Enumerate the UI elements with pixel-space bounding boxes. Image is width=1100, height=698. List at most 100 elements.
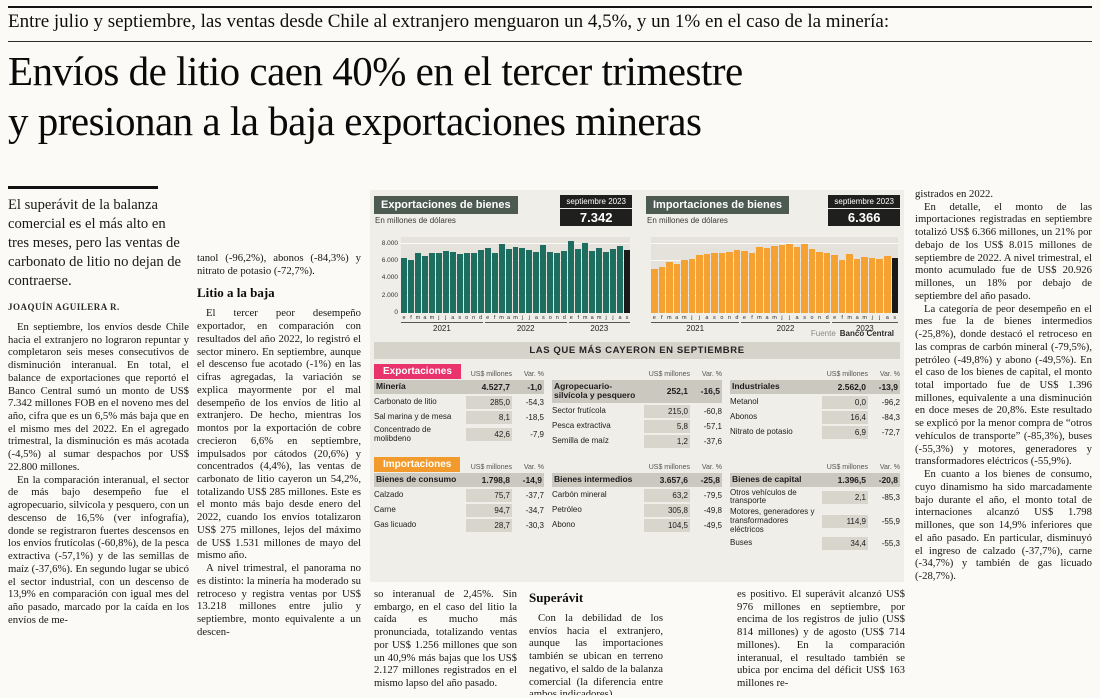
- table-row: Petróleo 305,8 -49,8: [552, 503, 722, 517]
- month-letter: f: [577, 315, 579, 321]
- year-labels: 2021 2022 2023: [401, 322, 630, 333]
- table-row: Nitrato de potasio 6,9 -72,7: [730, 426, 900, 439]
- bars: [401, 237, 630, 313]
- bar: [868, 257, 876, 313]
- bar: [610, 249, 617, 313]
- headline: Envíos de litio caen 40% en el tercer tr…: [8, 46, 1092, 146]
- bar: [456, 254, 463, 313]
- bar: [505, 249, 512, 313]
- bar: [816, 251, 823, 313]
- month-letter: a: [534, 315, 538, 321]
- month-letter: e: [402, 315, 406, 321]
- kicker: Entre julio y septiembre, las ventas des…: [8, 11, 890, 32]
- paragraph: Con la debilidad de los envíos hacia el …: [529, 612, 663, 695]
- y-tick-label: 0: [394, 309, 398, 316]
- paragraph: En cuanto a los bienes de consumo, cuyo …: [915, 468, 1092, 583]
- month-letter: o: [720, 315, 724, 321]
- exports-x-axis: e f m a m j j a s o n d e f m a m j j a s o n d e f m a m j j a s 2021 202…: [401, 315, 630, 333]
- y-tick-label: 4.000: [381, 274, 398, 282]
- month-letter: d: [562, 315, 566, 321]
- table-group-header: Bienes de consumo 1.798,8 -14,9: [374, 472, 544, 487]
- imports-badge-value: 6.366: [828, 209, 900, 226]
- bar: [688, 259, 696, 313]
- month-letter: j: [528, 315, 531, 321]
- y-tick-label: 8.000: [381, 239, 398, 247]
- month-letter: o: [810, 315, 814, 321]
- year-label: 2021: [401, 322, 483, 333]
- imports-chart-subtitle: En millones de dólares: [647, 216, 728, 225]
- imports-table-section: Importaciones US$ millones Var. % Bienes d…: [374, 456, 900, 550]
- bar: [421, 256, 428, 313]
- bar: [498, 243, 505, 313]
- bar: [589, 250, 596, 313]
- table-row: Sal marina y de mesa 8,1 -18,5: [374, 411, 544, 424]
- month-letter: j: [612, 315, 614, 321]
- bar: [831, 255, 838, 313]
- source-label: Fuente: [810, 329, 836, 338]
- top-rule: [8, 6, 1092, 8]
- bars: [651, 237, 899, 313]
- infographic-band-title: LAS QUE MÁS CAYERON EN SEPTIEMBRE: [374, 342, 900, 359]
- bar: [568, 241, 575, 313]
- month-letter: m: [499, 315, 504, 321]
- month-letter: f: [410, 315, 412, 321]
- exports-table-section: Exportaciones US$ millones Var. % Minería 4…: [374, 364, 900, 448]
- month-letter: j: [698, 315, 700, 321]
- lede: El superávit de la balanza comercial es …: [8, 197, 182, 289]
- bar: [491, 253, 498, 313]
- bar: [658, 267, 666, 313]
- exports-chart-title: Exportaciones de bienes: [374, 196, 518, 214]
- bar: [463, 252, 470, 313]
- month-letter: n: [818, 315, 822, 321]
- bar: [883, 256, 891, 313]
- table-column-headers: US$ millones Var. %: [826, 371, 900, 378]
- gridline: [401, 242, 630, 244]
- month-letter: s: [541, 315, 545, 321]
- bar: [414, 253, 421, 313]
- bar: [477, 249, 484, 313]
- year-label: 2022: [484, 322, 567, 333]
- exports-plot-wrap: 8.000 6.000 4.000 2.000 0: [382, 237, 630, 316]
- bar: [624, 249, 630, 313]
- month-letter: f: [661, 315, 663, 321]
- month-letter: a: [506, 315, 511, 321]
- article-column-1: El superávit de la balanza comercial es …: [8, 186, 189, 695]
- paragraph: A nivel trimestral, el panorama no es di…: [197, 562, 361, 638]
- bar: [808, 249, 816, 313]
- month-letter: j: [788, 315, 791, 321]
- imports-plot-wrap: [651, 237, 899, 313]
- month-letter: m: [862, 315, 867, 321]
- table-group: US$ millones Var. % Bienes intermedios 3.65…: [552, 457, 722, 532]
- month-letter: m: [582, 315, 588, 321]
- exports-table-groups: US$ millones Var. % Minería 4.527,7 -1,0 Carb…: [374, 364, 900, 448]
- month-letter: s: [713, 315, 716, 321]
- headline-line2: y presionan a la baja exportaciones mine…: [8, 98, 702, 145]
- bar: [512, 246, 519, 313]
- table-row: Carbonato de litio 285,0 -54,3: [374, 396, 544, 409]
- bar: [726, 251, 733, 313]
- bar: [823, 253, 831, 313]
- paragraph: En detalle, el monto de las importacione…: [915, 200, 1092, 302]
- lede-rule: [8, 186, 158, 189]
- table-group-header: Bienes de capital 1.396,5 -20,8: [730, 472, 900, 487]
- month-letter: m: [772, 315, 777, 321]
- month-letter: s: [893, 315, 897, 321]
- imports-table-groups: US$ millones Var. % Bienes de consumo 1.798…: [374, 457, 900, 550]
- article-column-2: tanol (-96,2%), abonos (-84,3%) y nitrat…: [197, 252, 361, 695]
- table-row: Concentrado de molibdeno 42,6 -7,9: [374, 425, 544, 443]
- bar: [407, 260, 414, 313]
- table-group-header: Bienes intermedios 3.657,6 -25,8: [552, 472, 722, 487]
- source-value: Banco Central: [839, 329, 894, 338]
- imports-bar-chart: [651, 237, 899, 313]
- exports-badge: septiembre 2023 7.342: [560, 195, 632, 226]
- bar: [575, 249, 582, 313]
- exports-bar-chart: 8.000 6.000 4.000 2.000 0: [382, 237, 630, 316]
- table-group-header: Agropecuario-silvícola y pesquero 252,1 -1…: [552, 380, 722, 403]
- year-labels: 2021 2022 2023: [651, 322, 898, 333]
- month-letter: m: [596, 315, 602, 321]
- bar: [666, 262, 673, 313]
- table-row: Calzado 75,7 -37,7: [374, 488, 544, 502]
- article-column-3: so interanual de 2,45%. Sin embargo, en …: [374, 588, 517, 695]
- table-row: Semilla de maíz 1,2 -37,6: [552, 434, 722, 448]
